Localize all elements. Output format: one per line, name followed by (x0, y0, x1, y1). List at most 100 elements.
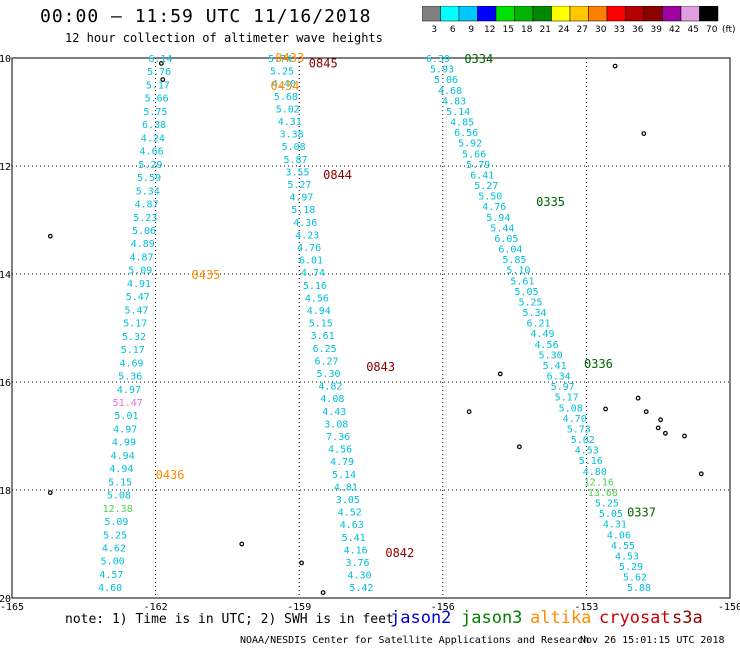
wave-height-value: 5.25 (103, 530, 127, 541)
legend-cryosat: cryosat (599, 608, 671, 628)
wave-height-value: 5.75 (143, 107, 167, 118)
color-scale-label: 18 (521, 25, 533, 35)
lat-tick-label: -12 (0, 162, 11, 173)
color-scale-label: 21 (540, 25, 551, 35)
wave-height-value: 5.29 (619, 562, 643, 573)
wave-height-value: 5.09 (128, 266, 152, 277)
wave-height-value: 4.91 (127, 279, 151, 290)
wave-height-value: 5.02 (276, 104, 300, 115)
wave-height-value: 5.17 (146, 80, 170, 91)
wave-height-value: 5.08 (282, 142, 306, 153)
wave-height-value: 5.32 (122, 332, 146, 343)
wave-height-value: 6.14 (148, 54, 172, 65)
wave-height-value: 5.97 (551, 382, 575, 393)
wave-height-value: 5.93 (430, 65, 454, 76)
wave-height-value: 5.47 (124, 305, 148, 316)
wave-height-value: 5.17 (123, 319, 147, 330)
wave-height-value: 4.57 (99, 570, 123, 581)
wave-height-value: 4.24 (141, 133, 165, 144)
color-scale-label: 33 (614, 25, 625, 35)
color-swatch (699, 6, 719, 22)
wave-height-value: 4.97 (113, 424, 137, 435)
pass-time-label: 0845 (309, 56, 338, 70)
wave-height-value: 3.38 (280, 130, 304, 141)
lon-tick-label: -165 (0, 602, 24, 613)
island-outline (160, 77, 166, 82)
lat-tick-label: -18 (0, 486, 11, 497)
wave-height-value: 5.14 (332, 470, 356, 481)
wave-height-value: 4.99 (112, 438, 136, 449)
wave-height-value: 5.00 (101, 557, 125, 568)
wave-height-value: 5.76 (147, 67, 171, 78)
wave-height-value: 4.97 (117, 385, 141, 396)
pass-time-label: 0436 (156, 468, 185, 482)
wave-height-value: 5.15 (108, 477, 132, 488)
island-outline (320, 590, 326, 595)
island-outline (497, 371, 503, 377)
wave-height-value: 5.66 (145, 94, 169, 105)
wave-height-value: 5.68 (274, 92, 298, 103)
pass-time-label: 0336 (584, 357, 613, 371)
wave-height-value: 5.94 (486, 213, 510, 224)
wave-height-value: 4.83 (442, 96, 466, 107)
wave-height-value: 4.87 (129, 252, 153, 263)
lon-tick-label: -153 (574, 602, 598, 613)
wave-height-value: 5.87 (284, 155, 308, 166)
island-outline (612, 63, 618, 69)
island-outline (47, 490, 53, 496)
wave-height-value: 4.69 (119, 358, 143, 369)
wave-height-value: 6.27 (315, 356, 339, 367)
wave-height-value: 5.47 (126, 292, 150, 303)
wave-height-value: 6.01 (299, 256, 323, 267)
island-outline (643, 409, 649, 415)
wave-height-value: 5.30 (539, 350, 563, 361)
color-scale-label: 15 (503, 25, 514, 35)
wave-height-value: 4.52 (338, 508, 362, 519)
wave-height-value: 4.63 (340, 520, 364, 531)
color-scale-label: 27 (577, 25, 588, 35)
wave-height-value: 3.05 (336, 495, 360, 506)
wave-height-value: 4.40 (272, 79, 296, 90)
pass-time-label: 0844 (323, 168, 352, 182)
wave-height-value: 4.49 (531, 329, 555, 340)
pass-time-label: 0335 (536, 195, 565, 209)
wave-height-value: 6.05 (494, 234, 518, 245)
map-title: 00:00 – 11:59 UTC 11/16/2018 (40, 6, 372, 27)
island-outline (698, 471, 704, 477)
color-scale-bar: 3 6 9 12 15 18 21 24 27 30 33 36 39 42 45 70 (ft) (422, 6, 736, 35)
wave-height-value: 4.82 (318, 382, 342, 393)
color-scale-label: 70 (706, 25, 718, 35)
wave-height-value: 4.66 (140, 147, 164, 158)
lon-tick-label: -159 (287, 602, 311, 613)
wave-height-value: 5.34 (136, 186, 160, 197)
wave-height-value: 4.55 (611, 541, 635, 552)
wave-height-value: 4.76 (297, 243, 321, 254)
wave-height-value: 5.88 (627, 583, 651, 594)
wave-height-value: 4.94 (109, 464, 133, 475)
color-scale-label: 30 (595, 25, 607, 35)
island-outline (603, 406, 608, 412)
wave-height-value: 4.68 (438, 86, 462, 97)
wave-height-value: 6.39 (426, 54, 450, 65)
wave-height-value: 5.06 (434, 75, 458, 86)
wave-height-value: 6.38 (142, 120, 166, 131)
units-note: note: 1) Time is in UTC; 2) SWH is in fe… (65, 612, 394, 627)
wave-height-value: 5.27 (474, 181, 498, 192)
wave-height-value: 4.56 (535, 340, 559, 351)
wave-height-value: 13.68 (588, 488, 618, 499)
map-subtitle: 12 hour collection of altimeter wave hei… (65, 31, 383, 45)
pass-time-label: 0843 (366, 360, 395, 374)
wave-height-value: 5.50 (478, 192, 502, 203)
island-outline (682, 433, 687, 439)
wave-height-value: 4.56 (328, 445, 352, 456)
wave-height-value: 5.42 (349, 583, 373, 594)
wave-height-value: 4.43 (322, 407, 346, 418)
wave-height-value: 5.41 (543, 361, 567, 372)
wave-height-value: 4.53 (575, 446, 599, 457)
wave-height-value: 5.59 (137, 173, 161, 184)
wave-height-value: 5.30 (316, 369, 340, 380)
wave-height-value: 6.56 (454, 128, 478, 139)
wave-height-value: 4.70 (563, 414, 587, 425)
color-scale-label: 12 (484, 25, 495, 35)
wave-height-value: 7.36 (326, 432, 350, 443)
